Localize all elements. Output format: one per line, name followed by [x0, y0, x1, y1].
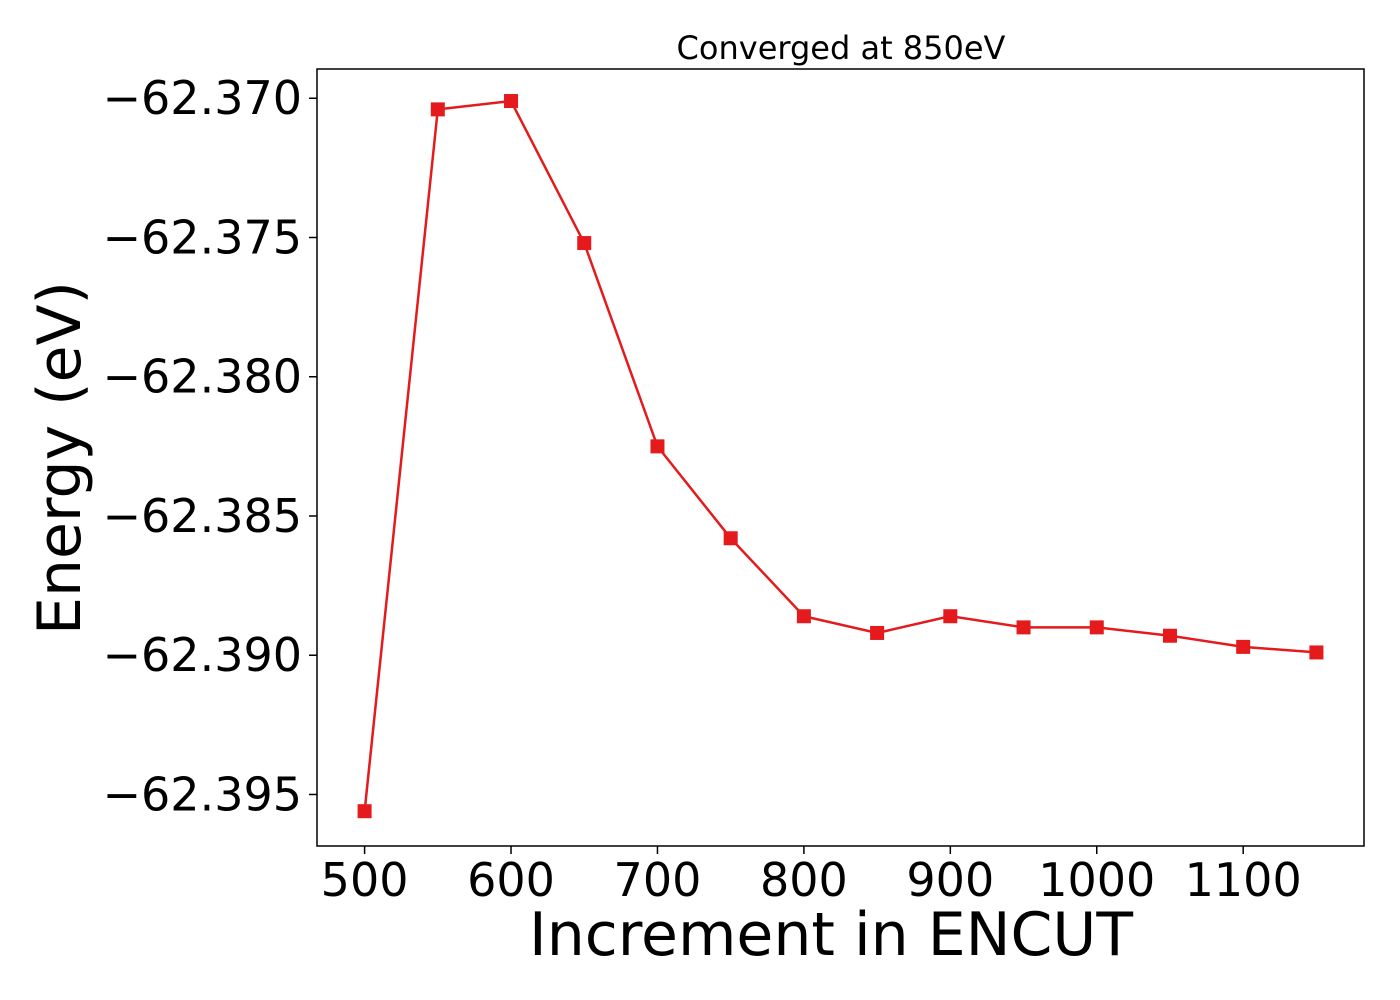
x-tick-label: 700	[614, 853, 702, 907]
x-axis: 500 600 700 800 900 1000 1100	[321, 846, 1302, 907]
data-point	[943, 609, 958, 624]
series-line	[363, 99, 1317, 812]
data-point	[870, 625, 885, 640]
data-point	[1162, 628, 1177, 643]
data-point	[1016, 620, 1031, 635]
y-tick-label: −62.375	[103, 210, 303, 264]
chart-title: Converged at 850eV	[677, 29, 1006, 67]
data-point	[1089, 620, 1104, 635]
y-tick-label: −62.385	[103, 489, 303, 543]
y-tick-label: −62.380	[103, 350, 303, 404]
data-point	[577, 236, 592, 251]
data-point	[1236, 639, 1251, 654]
data-point	[723, 531, 738, 546]
plot-frame	[316, 68, 1365, 847]
data-point	[650, 439, 665, 454]
data-point	[1309, 645, 1324, 660]
x-tick-label: 800	[760, 853, 848, 907]
data-point	[796, 609, 811, 624]
y-tick-label: −62.390	[103, 628, 303, 682]
x-axis-title: Increment in ENCUT	[529, 900, 1133, 970]
plot-area	[357, 94, 1324, 819]
y-tick-label: −62.370	[103, 71, 303, 125]
x-tick-label: 600	[467, 853, 555, 907]
x-tick-label: 1100	[1185, 853, 1302, 907]
x-tick-label: 1000	[1038, 853, 1155, 907]
data-point	[504, 94, 519, 109]
x-tick-label: 900	[906, 853, 994, 907]
data-point	[357, 804, 372, 819]
y-tick-label: −62.395	[103, 767, 303, 821]
y-axis-title: Energy (eV)	[25, 281, 95, 635]
y-axis: −62.370 −62.375 −62.380 −62.385 −62.390 −62.3…	[103, 71, 317, 821]
data-point	[430, 102, 445, 117]
x-tick-label: 500	[321, 853, 409, 907]
